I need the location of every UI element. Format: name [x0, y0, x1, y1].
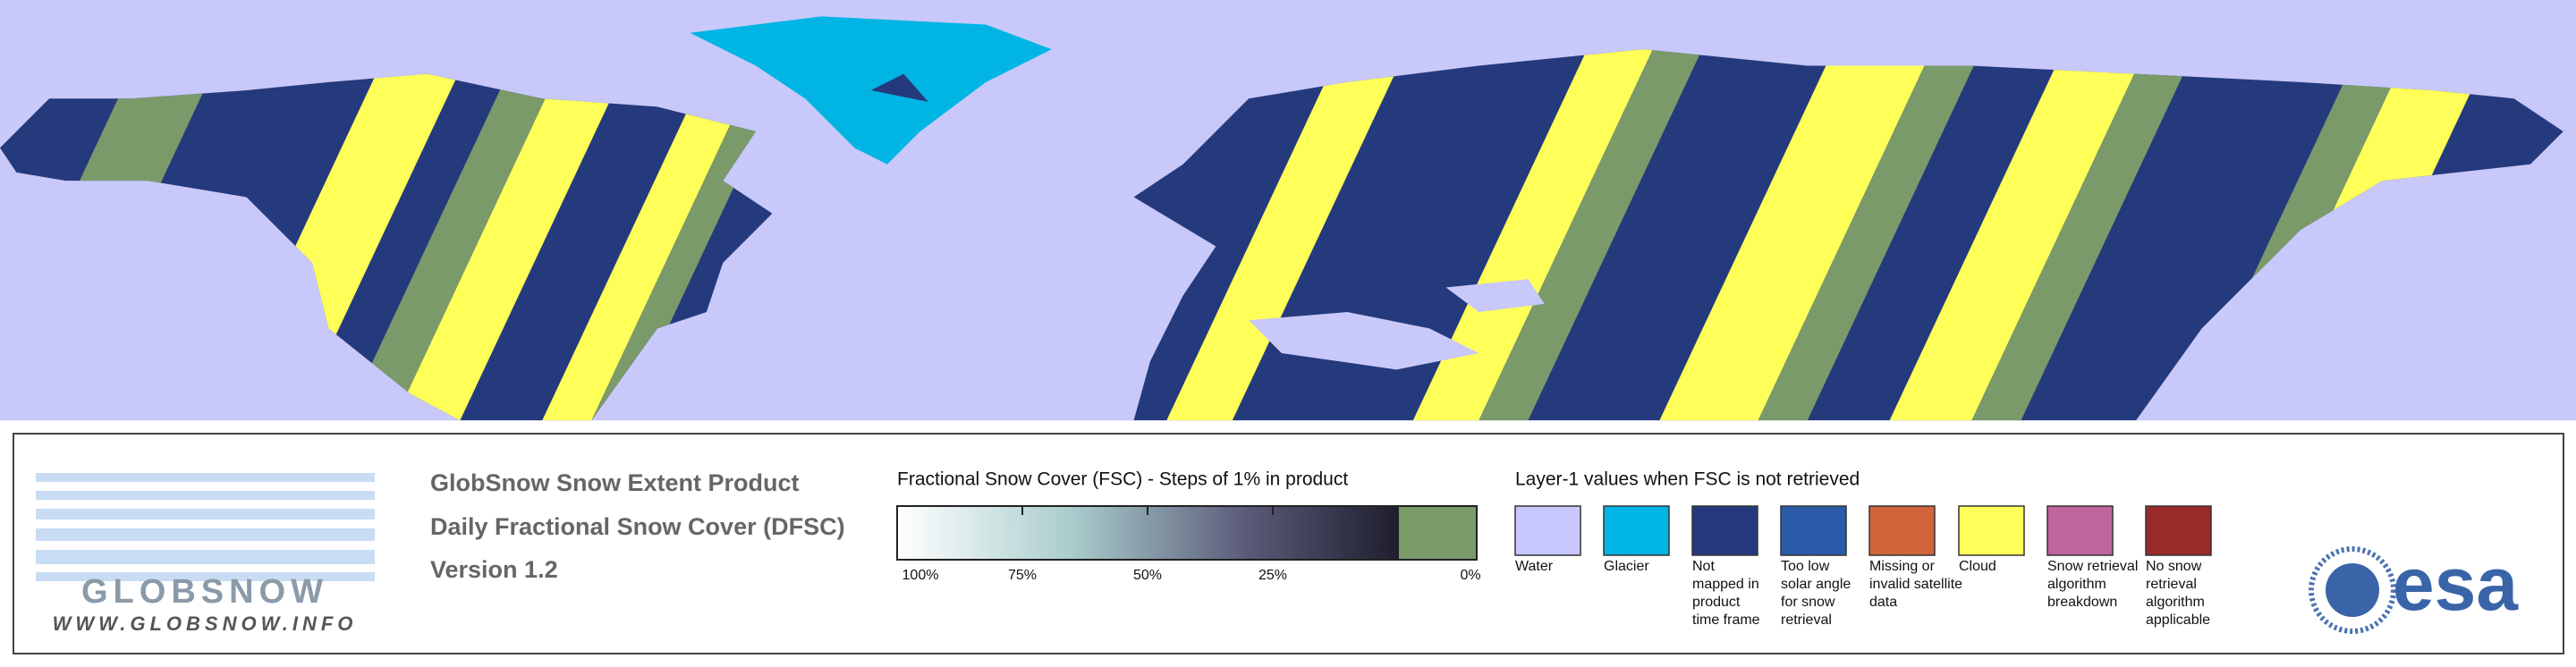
class-swatch	[2046, 505, 2114, 556]
class-label: product	[1692, 595, 1741, 610]
map	[0, 0, 2576, 421]
class-label: Too low	[1781, 559, 1830, 574]
class-label: Cloud	[1959, 559, 1996, 574]
esa-logo	[2309, 546, 2396, 634]
logo	[36, 473, 375, 581]
class-swatch	[1780, 505, 1847, 556]
class-label: Missing or	[1869, 559, 1936, 574]
class-label: No snow	[2146, 559, 2202, 574]
class-swatch	[1868, 505, 1936, 556]
class-label: retrieval	[2146, 577, 2197, 592]
product-subtitle: Daily Fractional Snow Cover (DFSC)	[430, 513, 845, 540]
colorbar-tick-label: 75%	[1008, 568, 1037, 583]
class-label: applicable	[2146, 612, 2210, 628]
class-label: algorithm	[2047, 577, 2106, 592]
class-label: Glacier	[1604, 559, 1649, 574]
logo-name: GLOBSNOW	[81, 573, 328, 611]
class-label: solar angle	[1781, 577, 1851, 592]
colorbar-tick-label: 50%	[1133, 568, 1162, 583]
class-swatch	[1514, 505, 1581, 556]
class-swatch	[1691, 505, 1758, 556]
layer1-title: Layer-1 values when FSC is not retrieved	[1515, 469, 1860, 490]
class-swatch	[1603, 505, 1670, 556]
class-label: invalid satellite	[1869, 577, 1962, 592]
class-label: Snow retrieval	[2047, 559, 2138, 574]
colorbar-zero	[1397, 505, 1478, 561]
logo-url: WWW.GLOBSNOW.INFO	[53, 612, 358, 635]
class-label: retrieval	[1781, 612, 1832, 628]
class-label: data	[1869, 595, 1897, 610]
product-title: GlobSnow Snow Extent Product	[430, 469, 800, 496]
colorbar-tick-label: 100%	[902, 568, 939, 583]
class-swatch	[1958, 505, 2025, 556]
class-label: time frame	[1692, 612, 1760, 628]
agency: esa	[2393, 542, 2519, 626]
colorbar-title: Fractional Snow Cover (FSC) - Steps of 1…	[897, 469, 1348, 490]
product-version: Version 1.2	[430, 556, 558, 583]
class-label: breakdown	[2047, 595, 2117, 610]
class-label: Water	[1515, 559, 1554, 574]
class-label: mapped in	[1692, 577, 1759, 592]
class-swatch	[2145, 505, 2212, 556]
class-label: Not	[1692, 559, 1715, 574]
colorbar-tick-label: 25%	[1258, 568, 1287, 583]
class-label: algorithm	[2146, 595, 2205, 610]
colorbar-tick-label: 0%	[1460, 568, 1480, 583]
class-label: for snow	[1781, 595, 1835, 610]
